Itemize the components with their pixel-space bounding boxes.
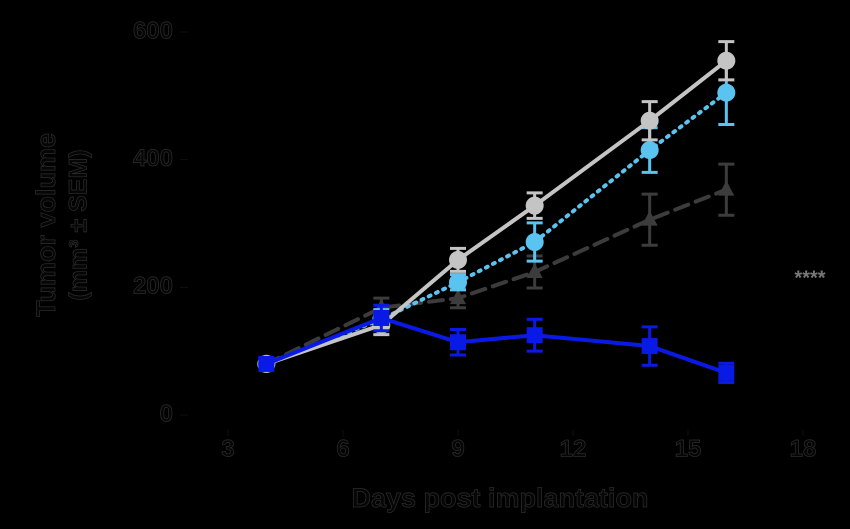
y-tick-label: 400	[133, 145, 173, 172]
data-point	[525, 233, 544, 252]
y-axis-label: (mm³ ± SEM)	[65, 149, 93, 300]
x-axis-label: Days post implantation	[351, 483, 648, 513]
series-line	[264, 58, 729, 366]
data-point	[525, 196, 544, 215]
data-point	[641, 338, 658, 355]
y-axis-label: Tumor volume	[31, 133, 61, 317]
data-point	[717, 51, 736, 70]
significance-annotation: ****	[794, 267, 825, 289]
x-tick-label: 3	[221, 435, 234, 462]
y-tick-label: 600	[133, 17, 173, 44]
data-point	[718, 364, 735, 381]
data-point	[258, 355, 275, 372]
data-point	[717, 83, 736, 102]
data-point	[640, 141, 659, 160]
data-point	[450, 289, 466, 305]
data-point	[449, 250, 467, 269]
data-point	[641, 210, 658, 226]
data-point	[526, 263, 543, 279]
x-tick-label: 15	[675, 435, 702, 462]
data-point	[640, 111, 659, 130]
x-tick-label: 12	[560, 435, 587, 462]
data-point	[450, 334, 466, 351]
data-point	[449, 273, 467, 292]
x-tick-label: 9	[451, 435, 464, 462]
x-tick-label: 18	[790, 435, 817, 462]
series-line	[264, 315, 729, 375]
x-tick-label: 6	[336, 435, 349, 462]
data-point	[373, 309, 390, 326]
data-point	[526, 327, 543, 344]
y-tick-label: 200	[133, 273, 173, 300]
y-tick-label: 0	[160, 400, 173, 427]
series-line	[264, 187, 729, 366]
data-point	[718, 180, 735, 196]
